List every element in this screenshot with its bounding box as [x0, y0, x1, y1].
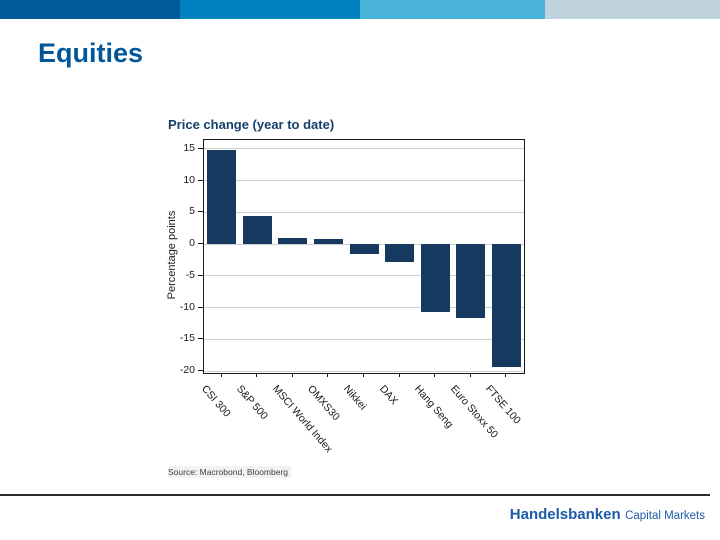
x-label-nikkei: Nikkei [340, 383, 369, 413]
y-tick-label-15: 15 [183, 141, 195, 154]
bar-csi-300 [207, 149, 237, 245]
y-tick-mark--20 [198, 370, 203, 372]
x-tick-mark-0 [220, 373, 222, 377]
brand-name: Handelsbanken [509, 506, 621, 523]
y-axis-label: Percentage points [166, 210, 178, 300]
gridline-y-5 [204, 211, 524, 213]
y-tick-label--10: -10 [179, 300, 195, 313]
header-color-bar [0, 0, 720, 19]
gridline-y-10 [204, 180, 524, 182]
chart-title: Price change (year to date) [168, 117, 335, 132]
bar-msci-world-index [278, 237, 308, 245]
y-tick-mark-5 [198, 211, 203, 213]
bar-ftse-100 [491, 244, 521, 367]
y-tick-mark-10 [198, 179, 203, 181]
y-tick-label-0: 0 [189, 237, 195, 250]
x-label-s-p-500: S&P 500 [234, 383, 271, 423]
bar-nikkei [349, 244, 379, 254]
footer-logo: Handelsbanken Capital Markets [510, 506, 705, 524]
brand-suffix: Capital Markets [625, 510, 705, 522]
x-tick-mark-4 [363, 373, 364, 377]
y-tick-mark--15 [198, 338, 203, 340]
x-tick-mark-1 [256, 373, 258, 377]
bar-s-p-500 [242, 216, 272, 245]
x-label-csi-300: CSI 300 [198, 383, 233, 420]
x-tick-mark-2 [291, 373, 293, 377]
y-tick-label--5: -5 [185, 268, 195, 281]
y-tick-label--15: -15 [179, 332, 195, 345]
y-tick-mark--10 [198, 306, 203, 308]
x-tick-mark-5 [398, 373, 400, 377]
x-tick-mark-7 [469, 373, 471, 377]
bar-euro-stoxx-50 [456, 244, 486, 319]
chart-source-note: Source: Macrobond, Bloomberg [168, 466, 292, 478]
bar-dax [385, 244, 415, 262]
y-tick-mark--5 [198, 274, 203, 276]
chart-plot-area [203, 139, 525, 374]
y-tick-label--20: -20 [179, 364, 195, 377]
gridline-y--20 [204, 370, 524, 372]
x-tick-mark-8 [505, 373, 507, 377]
x-label-omxs30: OMXS30 [305, 383, 343, 424]
x-label-dax: DAX [376, 383, 400, 408]
y-tick-mark-15 [198, 147, 203, 149]
gridline-y--15 [204, 338, 524, 340]
header-bar-segment-3 [360, 0, 545, 19]
slide-title: Equities [38, 38, 144, 68]
header-bar-segment-1 [0, 0, 180, 19]
x-tick-mark-6 [434, 373, 436, 377]
footer-divider-line [0, 494, 710, 496]
header-bar-segment-4 [545, 0, 720, 19]
gridline-y--5 [204, 275, 524, 277]
gridline-y-15 [204, 148, 524, 150]
x-label-msci-world-index: MSCI World Index [269, 383, 335, 456]
bar-hang-seng [420, 244, 450, 313]
x-tick-mark-3 [327, 373, 329, 377]
header-bar-segment-2 [180, 0, 360, 19]
y-tick-mark-0 [198, 243, 203, 245]
y-tick-label-5: 5 [189, 205, 195, 218]
y-tick-label-10: 10 [183, 173, 195, 186]
bar-omxs30 [313, 239, 343, 245]
gridline-y--10 [204, 307, 524, 309]
